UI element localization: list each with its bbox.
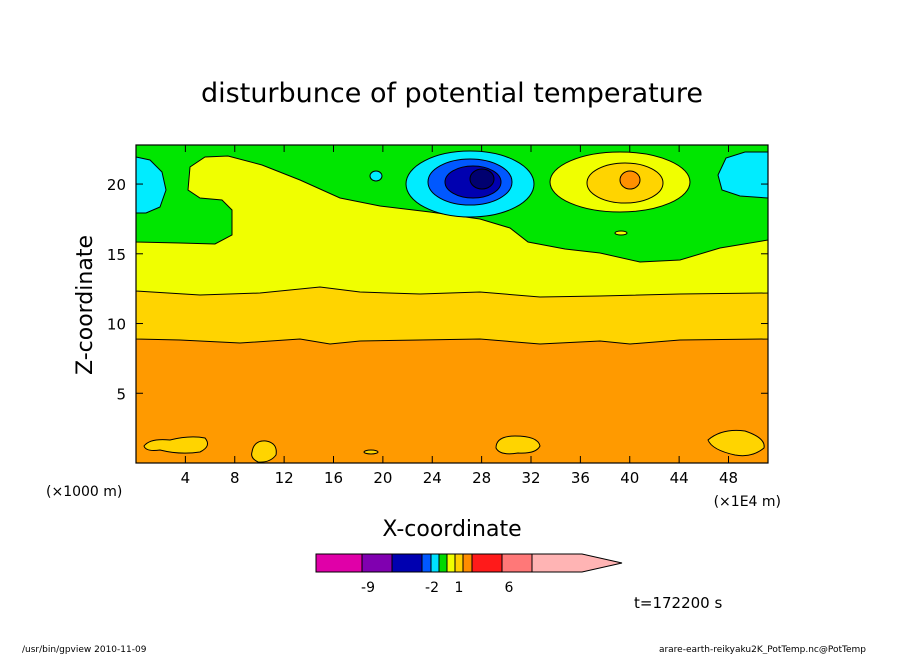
colorbar-labels: -9 -2 1 6 bbox=[361, 580, 514, 596]
x-tick-label: 48 bbox=[719, 469, 738, 487]
colorbar-swatch bbox=[462, 553, 473, 573]
colorbar bbox=[315, 553, 623, 573]
x-tick-label: 12 bbox=[275, 469, 294, 487]
x-tick-label: 20 bbox=[373, 469, 392, 487]
colorbar-swatch bbox=[421, 553, 432, 573]
colorbar-arrow bbox=[531, 553, 623, 573]
x-unit-left: (×1000 m) bbox=[46, 484, 122, 500]
colorbar-swatch bbox=[501, 553, 533, 573]
x-tick-label: 8 bbox=[230, 469, 240, 487]
colorbar-swatch bbox=[430, 553, 440, 573]
x-axis-ticks: 4 8 12 16 20 24 28 32 36 40 44 48 bbox=[181, 145, 738, 487]
warm-core bbox=[619, 170, 641, 190]
bottom-blob-3 bbox=[363, 449, 379, 455]
colorbar-tick-label: 1 bbox=[455, 580, 464, 596]
time-label: t=172200 s bbox=[634, 594, 722, 612]
bottom-blob-2 bbox=[251, 440, 277, 463]
cyan-left-edge bbox=[136, 156, 167, 214]
y-tick-label: 20 bbox=[107, 176, 126, 194]
colorbar-tick-label: -9 bbox=[361, 580, 375, 596]
x-tick-label: 28 bbox=[472, 469, 491, 487]
bottom-blob-5 bbox=[707, 429, 765, 457]
cyan-blob-small bbox=[369, 170, 383, 182]
footer-right: arare-earth-reikyaku2K_PotTemp.nc@PotTem… bbox=[659, 645, 866, 654]
y-tick-label: 5 bbox=[116, 385, 126, 403]
y-tick-label: 15 bbox=[107, 246, 126, 264]
x-tick-label: 40 bbox=[620, 469, 639, 487]
colorbar-swatch bbox=[446, 553, 456, 573]
bottom-blob-4 bbox=[495, 435, 541, 455]
chart-title: disturbunce of potential temperature bbox=[201, 78, 703, 109]
x-tick-label: 32 bbox=[521, 469, 540, 487]
colorbar-swatch bbox=[315, 553, 363, 573]
colorbar-swatch bbox=[361, 553, 393, 573]
bottom-blob-1 bbox=[143, 436, 209, 454]
y-axis-ticks: 5 10 15 20 bbox=[107, 176, 768, 403]
y-tick-label: 10 bbox=[107, 316, 126, 334]
colorbar-swatch bbox=[471, 553, 503, 573]
x-unit-right: (×1E4 m) bbox=[714, 494, 781, 510]
yellow-fleck bbox=[614, 230, 628, 236]
x-tick-label: 36 bbox=[571, 469, 590, 487]
x-tick-label: 16 bbox=[324, 469, 343, 487]
cyan-right-edge bbox=[717, 151, 768, 199]
colorbar-swatch bbox=[391, 553, 423, 573]
colorbar-swatch bbox=[454, 553, 464, 573]
y-axis-label: Z-coordinate bbox=[73, 235, 98, 375]
x-tick-label: 24 bbox=[423, 469, 442, 487]
x-tick-label: 44 bbox=[670, 469, 689, 487]
colorbar-swatch bbox=[438, 553, 448, 573]
footer-left: /usr/bin/gpview 2010-11-09 bbox=[22, 645, 147, 654]
colorbar-tick-label: 6 bbox=[505, 580, 514, 596]
x-tick-label: 4 bbox=[181, 469, 191, 487]
plot-area bbox=[136, 145, 768, 463]
x-axis-label: X-coordinate bbox=[382, 517, 521, 542]
plot-frame bbox=[135, 144, 769, 464]
colorbar-tick-label: -2 bbox=[425, 580, 439, 596]
cold-core bbox=[469, 168, 495, 190]
